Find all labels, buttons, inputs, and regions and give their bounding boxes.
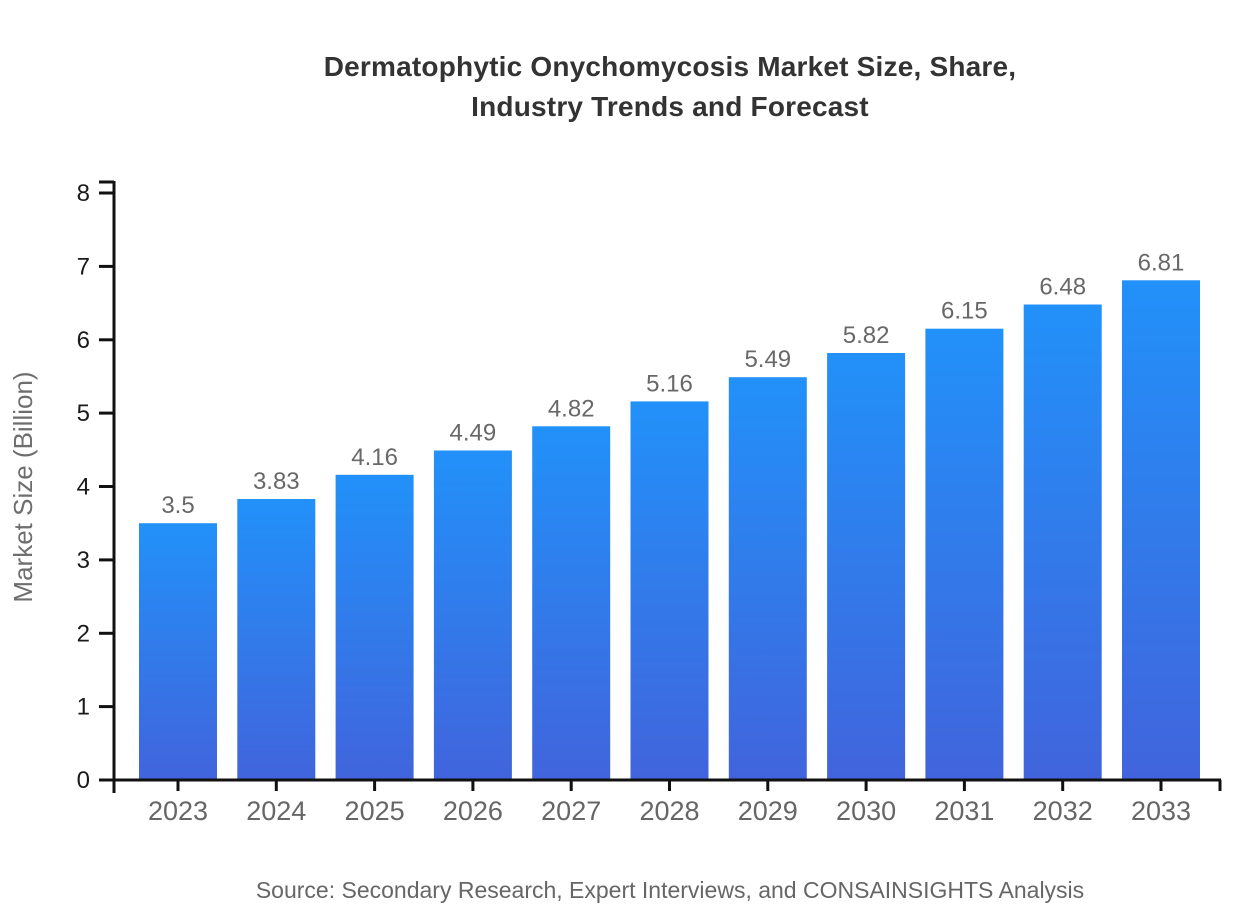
y-tick-label: 7 — [77, 253, 90, 280]
bar-value-label: 6.15 — [941, 298, 988, 325]
y-tick-label: 3 — [77, 547, 90, 574]
y-tick-label: 6 — [77, 327, 90, 354]
chart-title: Dermatophytic Onychomycosis Market Size,… — [80, 47, 1260, 127]
x-tick-label: 2030 — [836, 796, 896, 826]
bar-value-label: 5.16 — [646, 370, 693, 397]
y-tick-label: 1 — [77, 694, 90, 721]
chart-title-line-2: Industry Trends and Forecast — [471, 91, 869, 122]
x-tick-label: 2023 — [148, 796, 208, 826]
x-axis-line — [114, 778, 1222, 791]
y-axis-title: Market Size (Billion) — [8, 371, 38, 602]
x-tick-label: 2033 — [1131, 796, 1191, 826]
bar-2023 — [139, 523, 217, 780]
x-tick-label: 2026 — [443, 796, 503, 826]
x-tick-label: 2031 — [934, 796, 994, 826]
y-axis-line — [99, 180, 116, 793]
bar-2026 — [433, 450, 512, 780]
axes-group — [99, 180, 1222, 793]
y-tick-label: 5 — [77, 400, 90, 427]
bar-value-label: 4.82 — [548, 395, 595, 422]
bar-2033 — [1122, 280, 1200, 780]
bar-2030 — [827, 353, 906, 780]
x-tick-label: 2024 — [246, 796, 306, 826]
bar-value-label: 6.81 — [1138, 249, 1185, 276]
x-tick-label: 2025 — [345, 796, 405, 826]
bar-value-label: 4.49 — [450, 420, 497, 447]
x-tick-label: 2027 — [541, 796, 601, 826]
y-tick-label: 2 — [77, 620, 90, 647]
bar-2025 — [335, 474, 414, 780]
x-tick-label: 2028 — [639, 796, 699, 826]
bar-2032 — [1023, 304, 1102, 780]
bar-value-label: 6.48 — [1039, 274, 1086, 301]
bar-2029 — [728, 377, 807, 780]
labels-group: 3.5 2023 3.83 2024 4.16 2025 4.49 2026 4.82 2027 5… — [77, 180, 1191, 826]
y-tick-label: 8 — [77, 180, 90, 207]
chart-title-line-1: Dermatophytic Onychomycosis Market Size,… — [323, 51, 1017, 82]
source-note: Source: Secondary Research, Expert Inter… — [255, 877, 1085, 903]
bar-2024 — [237, 499, 316, 780]
bar-2028 — [630, 401, 709, 780]
bar-value-label: 3.5 — [161, 492, 194, 519]
y-tick-label: 0 — [77, 767, 90, 794]
bar-2027 — [532, 426, 611, 780]
x-tick-label: 2029 — [738, 796, 798, 826]
y-tick-label: 4 — [77, 474, 90, 501]
x-tick-label: 2032 — [1033, 796, 1093, 826]
bar-2031 — [925, 328, 1004, 780]
bar-value-label: 3.83 — [253, 468, 300, 495]
bar-value-label: 5.82 — [843, 322, 890, 349]
bars-group — [139, 280, 1200, 780]
bar-value-label: 4.16 — [351, 444, 398, 471]
bar-value-label: 5.49 — [744, 346, 791, 373]
